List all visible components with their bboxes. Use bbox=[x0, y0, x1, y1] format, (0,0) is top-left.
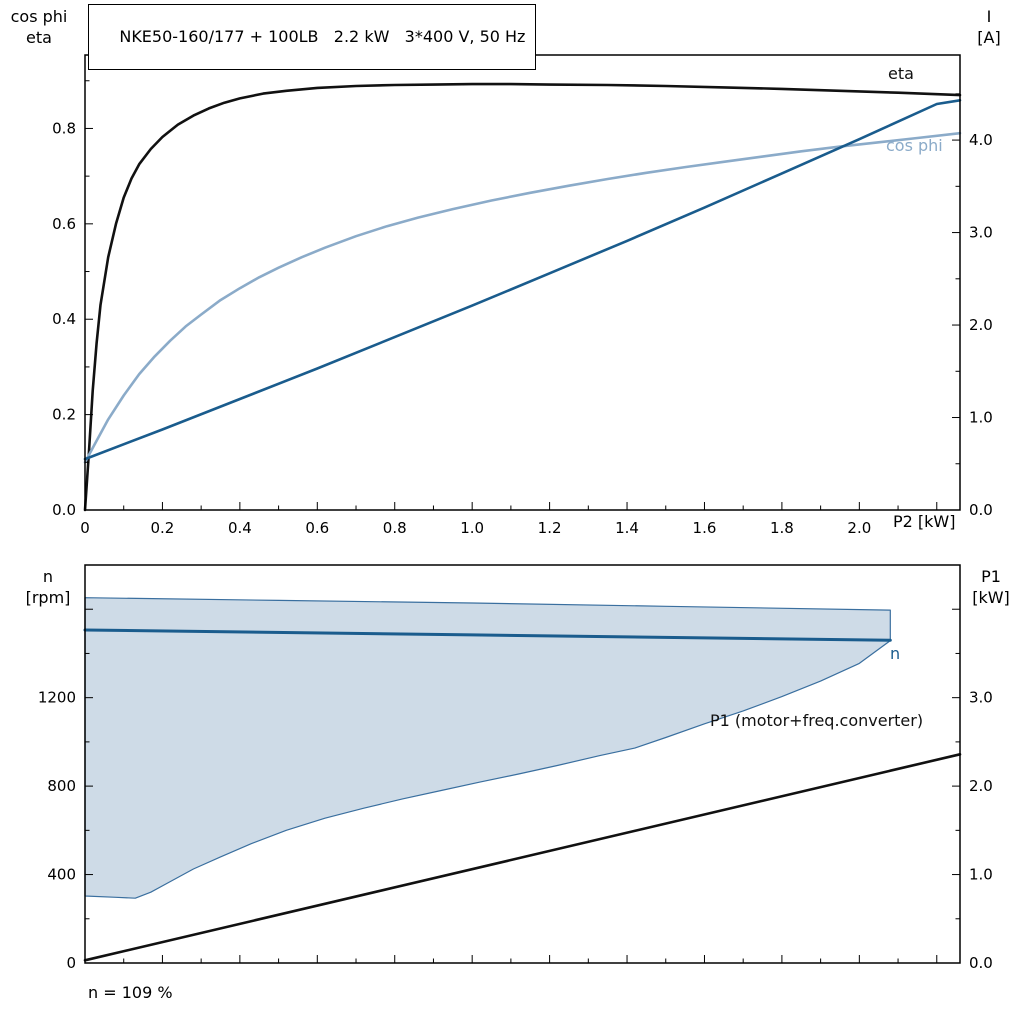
cos phi-curve bbox=[83, 131, 962, 464]
tick-label: 1.0 bbox=[969, 409, 993, 427]
cosphi-curve-label: cos phi bbox=[886, 136, 943, 155]
axis-label-eta: eta bbox=[26, 28, 52, 47]
tick-label: 4.0 bbox=[969, 131, 993, 149]
bottom-right-axis-label: P1 [kW] bbox=[964, 566, 1018, 608]
eta-curve bbox=[83, 82, 962, 512]
tick-label: 2.0 bbox=[969, 777, 993, 795]
plot-frame bbox=[84, 564, 961, 964]
tick-label: 2.0 bbox=[847, 519, 871, 537]
chart-title: NKE50-160/177 + 100LB 2.2 kW 3*400 V, 50… bbox=[119, 27, 526, 46]
n-curve bbox=[83, 628, 892, 642]
tick-label: 0.2 bbox=[151, 519, 175, 537]
speed-control-range bbox=[84, 597, 891, 899]
top-left-axis-label: cos phi eta bbox=[6, 6, 72, 48]
plot-frame bbox=[84, 54, 961, 511]
tick-label: 0.4 bbox=[52, 310, 76, 328]
axis-label-cosphi: cos phi bbox=[10, 7, 68, 26]
tick-label: 400 bbox=[47, 866, 76, 884]
x-axis-label: P2 [kW] bbox=[893, 512, 956, 531]
tick-label: 1.4 bbox=[615, 519, 639, 537]
top-chart-svg: 0.0 0.2 0.4 0.6 0.8 0.0 1.0 2.0 3.0 4.0 0 0.2 0.4 0.6… bbox=[52, 54, 993, 537]
bottom-chart-svg: 0 400 800 1200 0.0 1.0 2.0 3.0 bbox=[38, 564, 993, 972]
tick-label: 0.0 bbox=[969, 954, 993, 972]
eta-curve-label: eta bbox=[888, 64, 914, 83]
tick-label: 1.2 bbox=[538, 519, 562, 537]
tick-label: 0.0 bbox=[52, 501, 76, 519]
I-curve bbox=[83, 99, 962, 461]
tick-label: 3.0 bbox=[969, 689, 993, 707]
tick-label: 1200 bbox=[38, 689, 76, 707]
P1 (motor+freq.converter)-curve bbox=[83, 753, 962, 962]
tick-label: 1.6 bbox=[693, 519, 717, 537]
bottom-left-axis-label: n [rpm] bbox=[17, 566, 79, 608]
tick-label: 0.8 bbox=[383, 519, 407, 537]
tick-label: 0.2 bbox=[52, 406, 76, 424]
speed-curve-label: n bbox=[890, 644, 901, 663]
tick-label: 0.4 bbox=[228, 519, 252, 537]
tick-label: 0.8 bbox=[52, 119, 76, 137]
tick-label: 0.6 bbox=[305, 519, 329, 537]
axis-label-p1-unit: [kW] bbox=[972, 588, 1010, 607]
axis-label-current: I bbox=[986, 7, 992, 26]
axis-label-current-unit: [A] bbox=[977, 28, 1001, 47]
tick-label: 3.0 bbox=[969, 224, 993, 242]
speed-percentage-note: n = 109 % bbox=[88, 983, 173, 1002]
tick-label: 1.0 bbox=[460, 519, 484, 537]
tick-label: 0.6 bbox=[52, 215, 76, 233]
axis-label-p1: P1 bbox=[981, 567, 1001, 586]
axis-label-speed: n bbox=[42, 567, 54, 586]
tick-label: 0 bbox=[80, 519, 90, 537]
top-right-axis-label: I [A] bbox=[964, 6, 1014, 48]
chart-title-box: NKE50-160/177 + 100LB 2.2 kW 3*400 V, 50… bbox=[88, 4, 537, 70]
tick-label: 1.8 bbox=[770, 519, 794, 537]
tick-label: 800 bbox=[47, 777, 76, 795]
tick-label: 1.0 bbox=[969, 866, 993, 884]
tick-label: 0 bbox=[66, 954, 76, 972]
p1-curve-label: P1 (motor+freq.converter) bbox=[710, 711, 924, 730]
axis-label-speed-unit: [rpm] bbox=[25, 588, 71, 607]
tick-label: 2.0 bbox=[969, 316, 993, 334]
tick-label: 0.0 bbox=[969, 501, 993, 519]
